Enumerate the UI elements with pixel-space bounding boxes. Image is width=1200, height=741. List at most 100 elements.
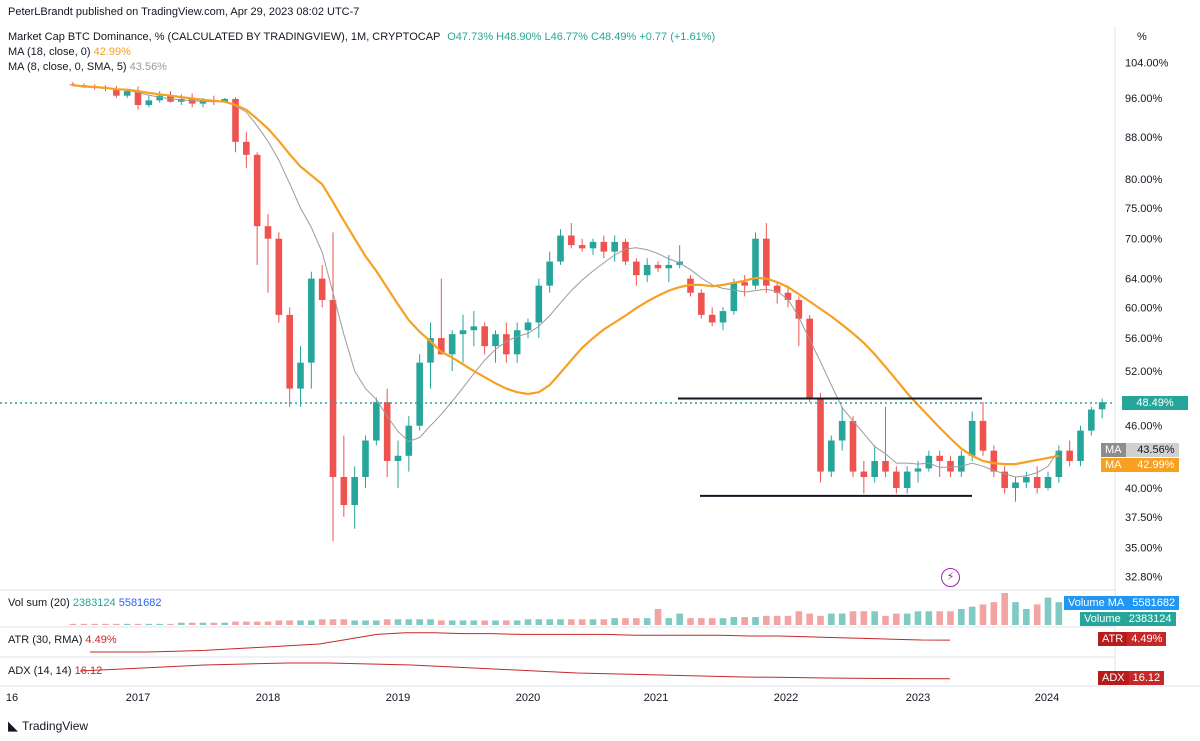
candle-body	[286, 314, 293, 389]
volume-bar	[253, 621, 261, 625]
symbol-legend: Market Cap BTC Dominance, % (CALCULATED …	[8, 31, 715, 43]
ma8-tag-label: MA	[1101, 443, 1126, 457]
vol-legend[interactable]: Vol sum (20) 2383124 5581682	[8, 597, 162, 609]
time-tick-label: 2018	[256, 692, 280, 704]
candle-body	[113, 88, 120, 96]
volume-bar	[275, 620, 283, 625]
volume-bar	[968, 606, 976, 625]
price-tick-label: 52.00%	[1125, 366, 1163, 378]
volume-bar	[373, 620, 380, 625]
candle-body	[145, 100, 153, 106]
volume-bar	[589, 619, 597, 625]
footer-brand[interactable]: ◣ TradingView	[8, 718, 88, 734]
candle-body	[589, 241, 597, 249]
volume-bar	[535, 619, 543, 625]
candle-body	[275, 238, 283, 315]
candle-body	[914, 468, 922, 472]
atr-line	[90, 632, 951, 653]
candle-body	[524, 322, 532, 331]
candle-body	[979, 420, 987, 451]
candle-body	[568, 235, 575, 246]
candle-body	[578, 245, 586, 249]
volume-ma-tag-value: 5581682	[1128, 596, 1180, 610]
candle-body	[308, 278, 315, 363]
ohlc-high: H48.90%	[496, 31, 542, 43]
lightning-icon[interactable]: ⚡	[941, 568, 960, 587]
ohlc-close: C48.49%	[591, 31, 637, 43]
candle-body	[665, 264, 673, 269]
volume-bar	[383, 619, 391, 625]
candle-body	[752, 238, 759, 286]
volume-bar	[438, 620, 445, 625]
volume-bar	[958, 609, 965, 625]
candle-body	[719, 311, 727, 323]
price-tick-label: 104.00%	[1125, 57, 1169, 69]
candle-body	[546, 261, 553, 286]
volume-bar	[178, 622, 185, 625]
volume-bar	[243, 621, 250, 625]
candle-body	[329, 300, 337, 478]
ma18-label: MA (18, close, 0)	[8, 46, 91, 58]
time-tick-label: 2019	[386, 692, 410, 704]
volume-bar	[763, 615, 770, 625]
price-tick-label: 60.00%	[1125, 302, 1163, 314]
volume-bar	[80, 623, 88, 625]
volume-bar	[113, 623, 120, 625]
volume-bar	[210, 622, 218, 625]
atr-tag-value: 4.49%	[1127, 632, 1167, 646]
ma18-line	[72, 84, 1060, 466]
candle-body	[1088, 409, 1095, 431]
candle-body	[1055, 450, 1063, 478]
candle-body	[698, 292, 705, 315]
volume-bar	[69, 623, 77, 625]
volume-bar	[1055, 602, 1063, 625]
candle-body	[1044, 477, 1052, 488]
candle-body	[600, 241, 608, 252]
candle-body	[340, 477, 348, 506]
volume-bar	[362, 620, 369, 625]
volume-bar	[1023, 609, 1030, 625]
atr-legend[interactable]: ATR (30, RMA) 4.49%	[8, 634, 117, 646]
volume-bar	[838, 613, 846, 625]
volume-bar	[123, 623, 131, 625]
volume-bar	[654, 609, 662, 625]
atr-tag-label: ATR	[1098, 632, 1128, 646]
candle-body	[1012, 482, 1019, 488]
price-tick-label: 46.00%	[1125, 421, 1163, 433]
volume-bar	[600, 619, 608, 625]
candle-body	[535, 285, 543, 323]
time-tick-label: 2024	[1035, 692, 1059, 704]
volume-bar	[167, 623, 174, 625]
time-tick-label: 2022	[774, 692, 798, 704]
candle-body	[351, 477, 358, 506]
candle-body	[481, 326, 488, 347]
ma18-tag-label: MA	[1101, 458, 1126, 472]
volume-bar	[719, 618, 727, 625]
ma8-tag-value: 43.56%	[1125, 443, 1179, 457]
candle-body	[394, 455, 402, 461]
atr-tag: ATR 4.49%	[1098, 632, 1188, 646]
candle-body	[795, 300, 803, 319]
price-tick-label: 40.00%	[1125, 483, 1163, 495]
candle-body	[773, 285, 781, 293]
volume-ma-tag: Volume MA 5581682	[1064, 596, 1188, 610]
candle-body	[123, 91, 131, 96]
volume-bar	[806, 613, 813, 625]
ma8-legend[interactable]: MA (8, close, 0, SMA, 5) 43.56%	[8, 61, 167, 73]
volume-bar	[524, 619, 532, 625]
candle-body	[221, 98, 228, 102]
candle-body	[611, 241, 618, 252]
price-tick-label: 96.00%	[1125, 93, 1163, 105]
ma18-legend[interactable]: MA (18, close, 0) 42.99%	[8, 46, 131, 58]
volume-ma-tag-label: Volume MA	[1064, 596, 1129, 610]
volume-bar	[1044, 597, 1052, 625]
price-tick-label: 35.00%	[1125, 542, 1163, 554]
ma18-tag-value: 42.99%	[1125, 458, 1179, 472]
candle-body	[654, 264, 662, 269]
price-tick-label: 75.00%	[1125, 203, 1163, 215]
candle-body	[1023, 477, 1030, 483]
volume-bar	[102, 623, 109, 625]
candle-body	[383, 402, 391, 461]
vol-value-2: 5581682	[118, 597, 162, 609]
